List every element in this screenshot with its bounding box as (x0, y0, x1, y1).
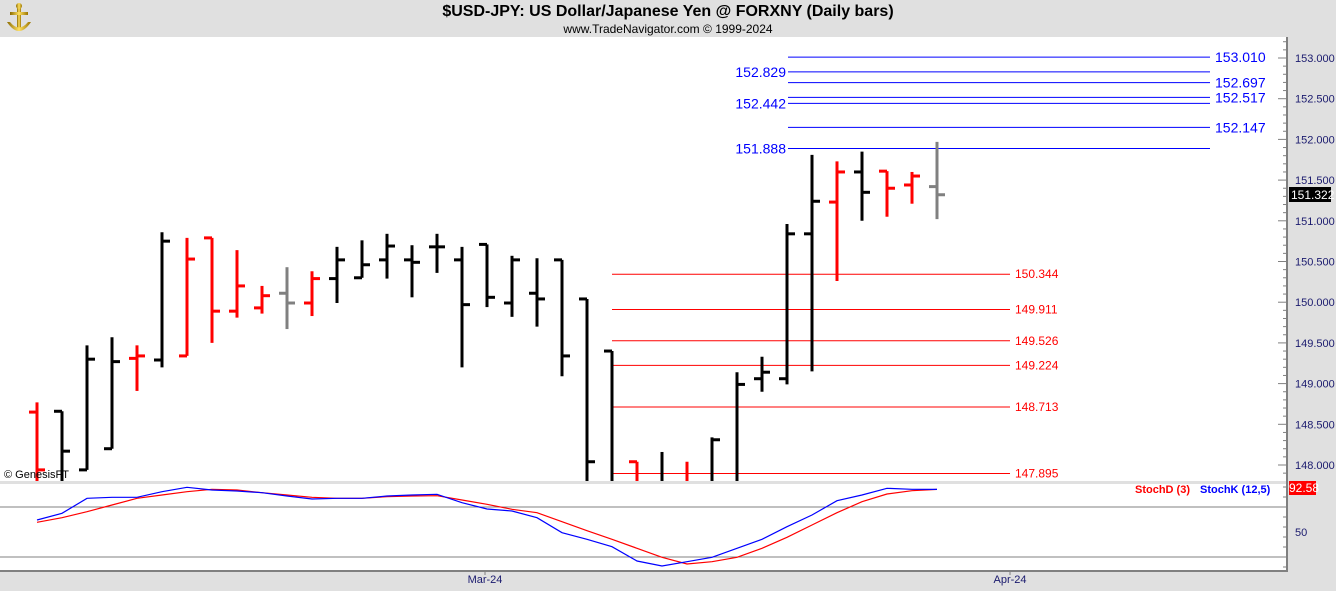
current-price-label: 151.322 (1291, 188, 1335, 202)
ohlc-bar (154, 232, 170, 368)
stochastic-axis: 50 (1283, 486, 1307, 568)
blue-level-label: 152.147 (1215, 119, 1266, 135)
ohlc-bar (54, 409, 70, 481)
ohlc-bar (579, 297, 595, 481)
ohlc-bar (454, 246, 470, 368)
price-tick-label: 149.500 (1295, 338, 1335, 350)
ohlc-bar (429, 233, 445, 273)
price-tick-label: 149.000 (1295, 379, 1335, 391)
blue-level-label: 151.888 (735, 141, 786, 157)
ohlc-bar (229, 250, 245, 318)
blue-level-label: 152.829 (735, 64, 786, 80)
stoch-k-line (36, 486, 938, 567)
blue-level-label: 152.517 (1215, 89, 1266, 105)
pane-separator[interactable] (0, 481, 1287, 484)
date-axis: Mar-24 Apr-24 (468, 571, 1027, 586)
ohlc-bar (604, 349, 614, 481)
ohlc-bar (79, 345, 95, 472)
price-tick-label: 151.000 (1295, 216, 1335, 228)
ohlc-bar (710, 437, 720, 481)
chart-title: $USD-JPY: US Dollar/Japanese Yen @ FORXN… (442, 3, 894, 20)
ohlc-bar (629, 460, 639, 481)
stoch-d-legend: StochD (3) (1135, 484, 1190, 496)
red-level-label: 149.526 (1015, 334, 1059, 348)
price-tick-label: 150.500 (1295, 257, 1335, 269)
ohlc-bar (304, 271, 320, 317)
stoch-value-label: 92.58 (1289, 481, 1319, 495)
current-price-badge (1289, 187, 1331, 202)
price-bars (29, 141, 945, 481)
ohlc-bar (854, 151, 870, 221)
ohlc-bar (379, 233, 395, 279)
ohlc-bar (685, 461, 689, 481)
stochastic-pane[interactable] (0, 484, 1287, 570)
stochastic-lines (0, 486, 1287, 567)
ohlc-bar (254, 285, 270, 314)
ohlc-bar (279, 267, 295, 330)
copyright-label: © GenesisFT (4, 469, 69, 481)
red-level-label: 150.344 (1015, 267, 1059, 281)
price-tick-label: 152.000 (1295, 134, 1335, 146)
blue-level-label: 152.442 (735, 95, 786, 111)
ohlc-bar (904, 171, 920, 204)
date-label: Mar-24 (468, 574, 503, 586)
ohlc-bar (879, 169, 895, 217)
stoch-value-badge (1289, 481, 1316, 495)
ohlc-bar (129, 345, 145, 391)
ohlc-bar (479, 242, 495, 308)
price-tick-label: 148.500 (1295, 419, 1335, 431)
ohlc-bar (354, 240, 370, 280)
stoch-tick-label: 50 (1295, 527, 1307, 539)
ohlc-bar (929, 141, 945, 220)
ohlc-bar (554, 258, 570, 377)
ohlc-bar (404, 245, 420, 298)
ohlc-bar (204, 236, 220, 343)
blue-level-label: 153.010 (1215, 49, 1266, 65)
ohlc-bar (804, 154, 820, 372)
ohlc-bar (735, 372, 745, 481)
chart-subtitle: www.TradeNavigator.com © 1999-2024 (563, 22, 773, 36)
red-level-label: 149.224 (1015, 358, 1059, 372)
price-tick-label: 151.500 (1295, 175, 1335, 187)
stoch-k-legend: StochK (12,5) (1200, 484, 1271, 496)
ohlc-bar (779, 224, 795, 385)
ohlc-bar (504, 255, 520, 317)
ohlc-bar (660, 451, 664, 481)
price-axis: 153.000 152.500 152.000 151.500 151.000 150.5… (1278, 41, 1335, 474)
price-tick-label: 148.000 (1295, 460, 1335, 472)
price-tick-label: 152.500 (1295, 94, 1335, 106)
ohlc-bar (104, 337, 120, 451)
price-tick-label: 153.000 (1295, 53, 1335, 65)
red-level-label: 148.713 (1015, 400, 1059, 414)
ohlc-bar (29, 402, 45, 481)
ohlc-bar (329, 246, 345, 304)
red-level-label: 147.895 (1015, 467, 1059, 481)
ohlc-bar (179, 237, 195, 358)
stoch-d-line (36, 488, 938, 565)
ohlc-bar (829, 161, 845, 282)
ohlc-bar (529, 258, 545, 327)
gold-anchor-logo-icon (7, 3, 31, 31)
date-label: Apr-24 (993, 574, 1026, 586)
chart-header: $USD-JPY: US Dollar/Japanese Yen @ FORXN… (0, 0, 1336, 37)
red-level-label: 149.911 (1015, 302, 1058, 316)
price-tick-label: 150.000 (1295, 297, 1335, 309)
ohlc-bar (754, 356, 770, 392)
blue-level-label: 152.697 (1215, 75, 1266, 91)
